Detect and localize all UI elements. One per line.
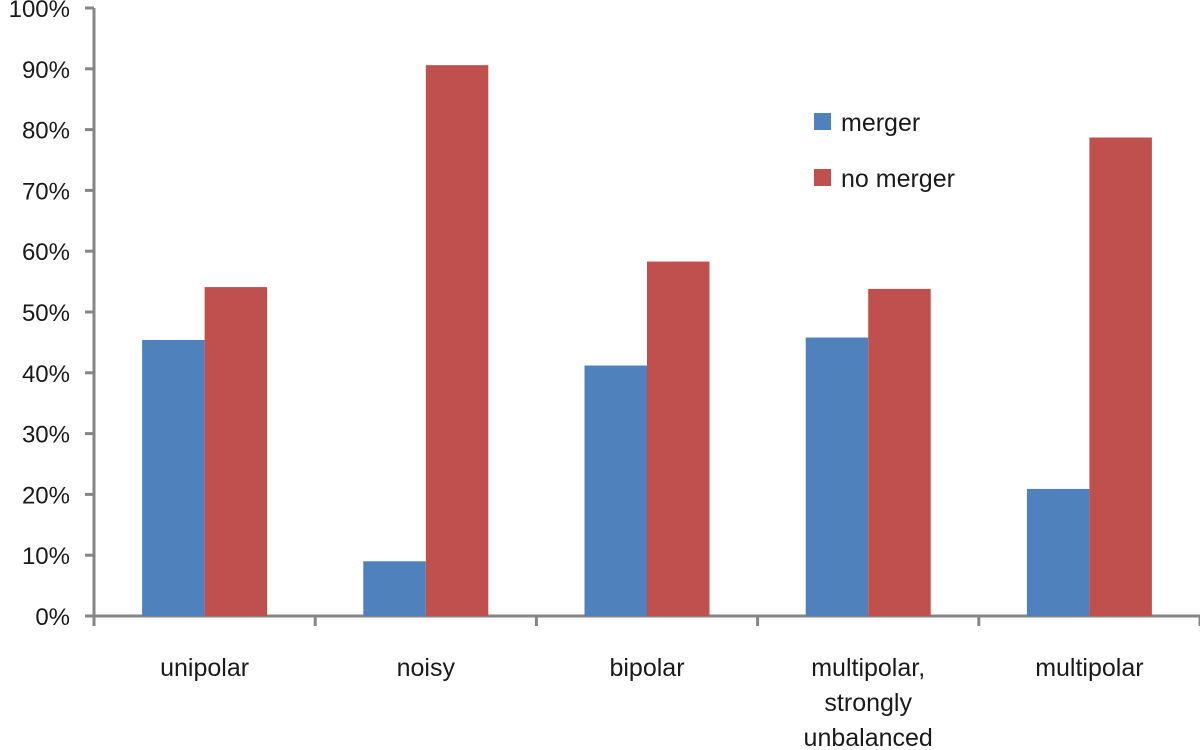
x-category-label: unbalanced	[804, 724, 933, 750]
y-tick-label: 40%	[22, 361, 70, 388]
bar-merger	[584, 365, 647, 616]
y-tick-label: 10%	[22, 543, 70, 570]
bar-no-merger	[1089, 137, 1152, 616]
bar-no-merger	[204, 287, 268, 616]
bars	[142, 65, 1152, 617]
y-tick-label: 20%	[22, 482, 70, 509]
bar-no-merger	[868, 288, 931, 616]
legend: merger no merger	[814, 109, 955, 193]
y-tick-label: 50%	[22, 300, 70, 327]
y-tick-label: 0%	[35, 604, 70, 631]
y-tick-label: 80%	[22, 118, 70, 145]
bar-merger	[1026, 488, 1090, 616]
y-tick-label: 100%	[9, 0, 70, 23]
x-category-label: bipolar	[609, 654, 684, 682]
bar-no-merger	[647, 261, 710, 616]
bar-merger	[805, 337, 869, 616]
legend-swatch	[814, 169, 831, 186]
x-category-label: multipolar,	[811, 654, 925, 682]
x-category-label: unipolar	[160, 654, 249, 682]
legend-swatch	[814, 113, 831, 130]
x-axis: unipolar noisy bipolar multipolar, strongly u…	[94, 614, 1200, 750]
y-tick-label: 70%	[22, 178, 70, 205]
legend-label: merger	[841, 109, 920, 137]
y-axis: 0% 10% 20% 30% 40% 50% 60% 70% 80% 90% 100%	[9, 0, 96, 631]
bar-merger	[363, 561, 426, 616]
y-tick-label: 60%	[22, 239, 70, 266]
y-tick-label: 30%	[22, 422, 70, 449]
legend-label: no merger	[841, 165, 955, 193]
bar-merger	[142, 339, 205, 616]
bar-no-merger	[425, 65, 489, 617]
x-category-label: multipolar	[1035, 654, 1143, 682]
y-tick-label: 90%	[22, 57, 70, 84]
x-category-label: noisy	[397, 654, 456, 682]
x-category-label: strongly	[824, 689, 912, 717]
